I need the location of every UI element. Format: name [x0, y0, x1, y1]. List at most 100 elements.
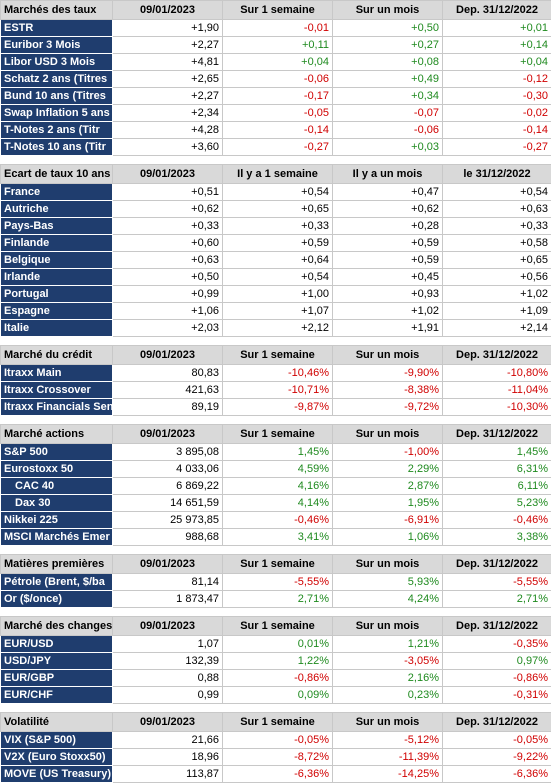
cell-value: -0,02 [443, 105, 551, 122]
row-label: CAC 40 [1, 478, 113, 495]
row-label: Finlande [1, 235, 113, 252]
table-row: Pays-Bas+0,33+0,33+0,28+0,33 [1, 218, 551, 235]
column-header: 09/01/2023 [113, 617, 223, 636]
row-label: MSCI Marchés Emer [1, 529, 113, 546]
row-label: Italie [1, 320, 113, 337]
cell-value: +0,14 [443, 37, 551, 54]
cell-value: +0,33 [443, 218, 551, 235]
cell-value: 113,87 [113, 766, 223, 783]
cell-value: +0,65 [443, 252, 551, 269]
cell-value: -0,46% [223, 512, 333, 529]
cell-value: +0,99 [113, 286, 223, 303]
cell-value: -9,90% [333, 365, 443, 382]
cell-value: -0,86% [443, 670, 551, 687]
cell-value: -10,71% [223, 382, 333, 399]
cell-value: +2,03 [113, 320, 223, 337]
cell-value: 1 873,47 [113, 591, 223, 608]
cell-value: -5,12% [333, 732, 443, 749]
cell-value: -0,07 [333, 105, 443, 122]
cell-value: 1,95% [333, 495, 443, 512]
row-label: Belgique [1, 252, 113, 269]
table-row: Bund 10 ans (Titres+2,27-0,17+0,34-0,30 [1, 88, 551, 105]
table-row: VIX (S&P 500)21,66-0,05%-5,12%-0,05% [1, 732, 551, 749]
cell-value: 1,45% [443, 444, 551, 461]
cell-value: 2,87% [333, 478, 443, 495]
cell-value: +2,27 [113, 88, 223, 105]
cell-value: -0,30 [443, 88, 551, 105]
cell-value: -6,36% [443, 766, 551, 783]
cell-value: -9,22% [443, 749, 551, 766]
column-header: Sur un mois [333, 1, 443, 20]
column-header: Il y a 1 semaine [223, 165, 333, 184]
row-label: Euribor 3 Mois [1, 37, 113, 54]
cell-value: 0,09% [223, 687, 333, 704]
cell-value: +0,33 [223, 218, 333, 235]
cell-value: 0,23% [333, 687, 443, 704]
section-title: Ecart de taux 10 ans [1, 165, 113, 184]
column-header: Dep. 31/12/2022 [443, 713, 551, 732]
cell-value: -6,91% [333, 512, 443, 529]
cell-value: 4,16% [223, 478, 333, 495]
row-label: Autriche [1, 201, 113, 218]
column-header: Sur 1 semaine [223, 555, 333, 574]
cell-value: +0,62 [113, 201, 223, 218]
table-row: T-Notes 10 ans (Titr+3,60-0,27+0,03-0,27 [1, 139, 551, 156]
cell-value: +0,59 [333, 252, 443, 269]
cell-value: -9,72% [333, 399, 443, 416]
cell-value: -0,01 [223, 20, 333, 37]
cell-value: 18,96 [113, 749, 223, 766]
row-label: Itraxx Main [1, 365, 113, 382]
cell-value: 421,63 [113, 382, 223, 399]
column-header: Sur un mois [333, 713, 443, 732]
cell-value: +2,34 [113, 105, 223, 122]
cell-value: 3,41% [223, 529, 333, 546]
row-label: Bund 10 ans (Titres [1, 88, 113, 105]
cell-value: -10,46% [223, 365, 333, 382]
cell-value: +0,33 [113, 218, 223, 235]
cell-value: 0,97% [443, 653, 551, 670]
cell-value: +2,12 [223, 320, 333, 337]
cell-value: +0,54 [223, 184, 333, 201]
cell-value: 81,14 [113, 574, 223, 591]
cell-value: -9,87% [223, 399, 333, 416]
row-label: Schatz 2 ans (Titres [1, 71, 113, 88]
section-title: Volatilité [1, 713, 113, 732]
row-label: Eurostoxx 50 [1, 461, 113, 478]
cell-value: -6,36% [223, 766, 333, 783]
table-row: Swap Inflation 5 ans+2,34-0,05-0,07-0,02 [1, 105, 551, 122]
row-label: ESTR [1, 20, 113, 37]
cell-value: +0,54 [223, 269, 333, 286]
row-label: VIX (S&P 500) [1, 732, 113, 749]
cell-value: +0,65 [223, 201, 333, 218]
cell-value: 14 651,59 [113, 495, 223, 512]
column-header: Sur 1 semaine [223, 713, 333, 732]
cell-value: -5,55% [223, 574, 333, 591]
cell-value: -0,05 [223, 105, 333, 122]
cell-value: +1,00 [223, 286, 333, 303]
cell-value: +1,90 [113, 20, 223, 37]
cell-value: -1,00% [333, 444, 443, 461]
cell-value: -11,39% [333, 749, 443, 766]
cell-value: +4,81 [113, 54, 223, 71]
table-row: T-Notes 2 ans (Titr+4,28-0,14-0,06-0,14 [1, 122, 551, 139]
cell-value: +0,04 [443, 54, 551, 71]
cell-value: 1,45% [223, 444, 333, 461]
cell-value: -0,05% [223, 732, 333, 749]
row-label: MOVE (US Treasury) [1, 766, 113, 783]
cell-value: -0,06 [223, 71, 333, 88]
column-header: Sur 1 semaine [223, 346, 333, 365]
cell-value: +0,63 [443, 201, 551, 218]
cell-value: +0,11 [223, 37, 333, 54]
column-header: 09/01/2023 [113, 165, 223, 184]
column-header: Sur un mois [333, 555, 443, 574]
